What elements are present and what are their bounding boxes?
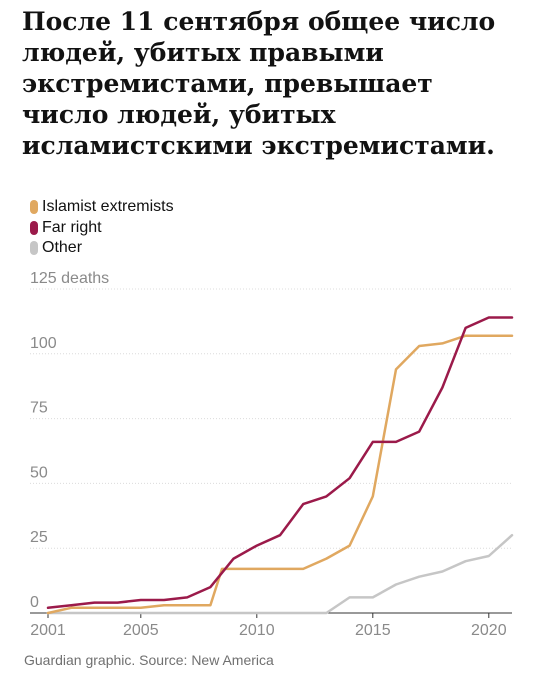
y-tick-label: 25 [30,529,48,546]
x-tick-label: 2010 [239,622,275,639]
x-tick-label: 2015 [355,622,391,639]
legend-label-islamist: Islamist extremists [42,198,174,216]
x-tick-label: 2005 [123,622,159,639]
y-tick-label: 0 [30,594,39,611]
source-credit: Guardian graphic. Source: New America [24,652,274,668]
y-tick-label: 100 [30,335,57,352]
legend-swatch-far-right [30,220,38,235]
x-tick-label: 2020 [471,622,507,639]
legend-swatch-islamist [30,200,38,215]
legend-swatch-other [30,241,38,256]
series-line-far-right [46,316,514,610]
y-tick-label: 50 [30,464,48,481]
legend-item-far-right: Far right [30,218,174,239]
y-tick-label: 75 [30,400,48,417]
series-line-islamist [46,334,514,615]
series-line-other [46,533,514,615]
legend-item-islamist: Islamist extremists [30,197,174,218]
legend-label-far-right: Far right [42,218,102,236]
legend: Islamist extremists Far right Other [30,197,174,259]
legend-item-other: Other [30,238,174,259]
headline: После 11 сентября общее число людей, уби… [22,7,496,160]
legend-label-other: Other [42,239,83,257]
y-tick-label: 125 deaths [30,270,109,287]
x-tick-label: 2001 [30,622,66,639]
